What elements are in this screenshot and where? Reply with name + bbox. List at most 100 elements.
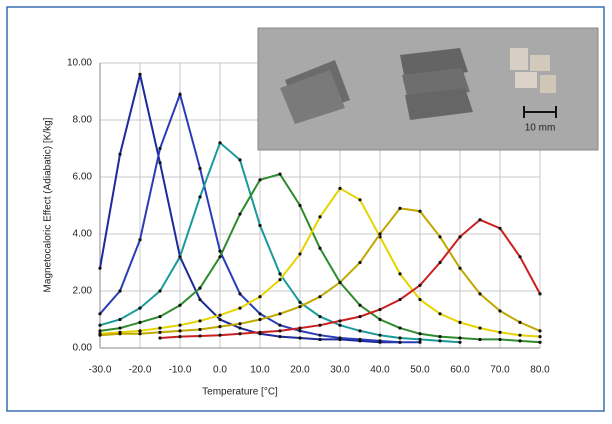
data-point xyxy=(138,320,142,324)
data-point xyxy=(278,329,282,333)
data-point xyxy=(198,195,202,199)
data-point xyxy=(298,329,302,333)
x-tick-label: 40.0 xyxy=(370,365,390,376)
x-tick-label: 30.0 xyxy=(330,365,350,376)
data-point xyxy=(238,326,242,330)
data-point xyxy=(98,323,102,327)
data-point xyxy=(378,333,382,337)
data-point xyxy=(418,340,422,344)
data-point xyxy=(438,335,442,339)
y-tick-label: 10.00 xyxy=(67,58,92,69)
data-point xyxy=(278,172,282,176)
data-point xyxy=(298,300,302,304)
y-tick-label: 6.00 xyxy=(73,172,93,183)
data-point xyxy=(378,317,382,322)
data-point xyxy=(318,295,322,299)
data-point xyxy=(158,315,162,319)
y-tick-label: 0.00 xyxy=(73,343,93,354)
data-point xyxy=(138,332,142,336)
data-point xyxy=(118,326,122,330)
x-tick-label: 70.0 xyxy=(490,365,510,376)
data-point xyxy=(378,307,382,312)
data-point xyxy=(538,340,542,344)
data-point xyxy=(138,306,142,310)
data-point xyxy=(518,320,522,324)
data-point xyxy=(398,297,402,302)
data-point xyxy=(498,226,502,230)
data-point xyxy=(398,206,402,210)
y-tick-label: 4.00 xyxy=(73,229,93,240)
data-point xyxy=(98,312,102,316)
data-point xyxy=(298,203,302,208)
data-point xyxy=(258,223,262,228)
data-point xyxy=(98,266,102,270)
data-point xyxy=(498,330,502,334)
data-point xyxy=(518,333,522,337)
data-point xyxy=(198,286,202,290)
data-point xyxy=(278,312,282,316)
data-point xyxy=(158,336,162,340)
data-point xyxy=(458,235,462,239)
data-point xyxy=(438,260,442,265)
data-point xyxy=(318,246,322,250)
series-line xyxy=(159,218,541,339)
data-point xyxy=(318,315,322,319)
data-point xyxy=(478,292,482,296)
data-point xyxy=(218,313,222,317)
series-line xyxy=(99,74,400,344)
data-point xyxy=(118,152,122,156)
x-tick-label: -10.0 xyxy=(169,365,192,376)
data-point xyxy=(358,329,362,333)
data-point xyxy=(158,289,162,293)
data-point xyxy=(258,178,262,182)
data-point xyxy=(458,266,462,270)
data-point xyxy=(438,339,442,343)
data-point xyxy=(178,323,182,327)
data-point xyxy=(178,329,182,333)
data-point xyxy=(318,337,322,342)
data-point xyxy=(358,303,362,307)
data-point xyxy=(258,317,262,322)
data-point xyxy=(538,292,542,296)
data-point xyxy=(258,312,262,316)
data-point xyxy=(398,326,402,330)
data-point xyxy=(298,305,302,309)
data-point xyxy=(298,252,302,256)
x-tick-label: -20.0 xyxy=(129,365,152,376)
x-tick-label: 0.0 xyxy=(213,365,227,376)
data-point xyxy=(478,218,482,222)
data-point xyxy=(238,322,242,326)
data-point xyxy=(198,334,202,338)
data-point xyxy=(398,340,402,344)
data-point xyxy=(218,325,222,329)
data-point xyxy=(338,280,342,285)
data-point xyxy=(158,326,162,330)
x-tick-label: 20.0 xyxy=(290,365,310,376)
data-point xyxy=(398,336,402,340)
data-point xyxy=(298,336,302,340)
data-point xyxy=(358,315,362,319)
data-point xyxy=(358,198,362,202)
x-tick-label: 60.0 xyxy=(450,365,470,376)
data-point xyxy=(138,238,142,242)
data-point xyxy=(118,289,122,293)
data-point xyxy=(458,320,462,324)
data-point xyxy=(218,333,222,337)
data-point xyxy=(318,333,322,337)
data-point xyxy=(178,255,182,259)
data-point xyxy=(418,209,422,213)
data-point xyxy=(278,272,282,276)
data-point xyxy=(418,337,422,342)
data-point xyxy=(438,235,442,239)
data-point xyxy=(98,329,102,333)
data-point xyxy=(138,329,142,333)
data-point xyxy=(458,340,462,344)
data-point xyxy=(378,339,382,343)
data-point xyxy=(238,332,242,336)
data-point xyxy=(458,336,462,340)
y-tick-label: 8.00 xyxy=(73,115,93,126)
data-point xyxy=(198,166,202,171)
inset-photo: 10 mm xyxy=(257,27,599,151)
data-point xyxy=(178,303,182,307)
